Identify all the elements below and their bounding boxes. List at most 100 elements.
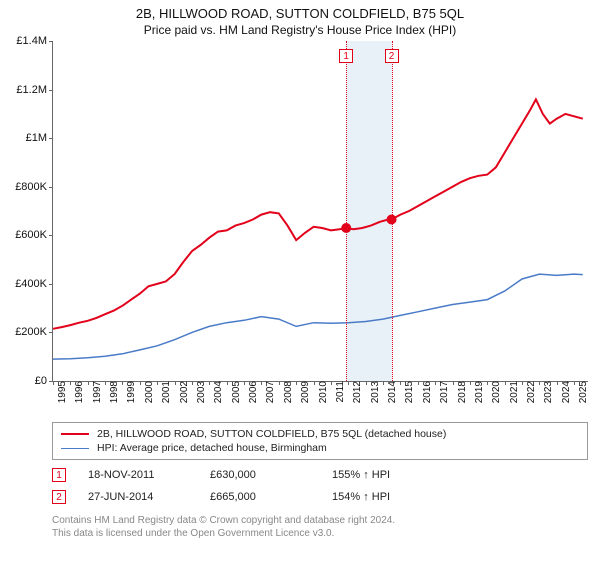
sale-vs-hpi: 154% ↑ HPI: [332, 491, 432, 503]
x-axis-tick-label: 2014: [383, 381, 398, 403]
x-axis-tick: [88, 381, 89, 385]
sale-vs-hpi: 155% ↑ HPI: [332, 469, 432, 481]
x-axis-tick-label: 1996: [70, 381, 85, 403]
y-axis-tick: [49, 187, 53, 188]
x-axis-tick-label: 2019: [470, 381, 485, 403]
y-axis-tick: [49, 235, 53, 236]
x-axis-tick: [366, 381, 367, 385]
legend-swatch: [61, 448, 89, 449]
x-axis-tick: [192, 381, 193, 385]
x-axis-tick: [505, 381, 506, 385]
x-axis-tick-label: 2020: [487, 381, 502, 403]
x-axis-tick-label: 2001: [157, 381, 172, 403]
x-axis-tick: [348, 381, 349, 385]
x-axis-tick-label: 2004: [209, 381, 224, 403]
x-axis-tick: [418, 381, 419, 385]
sale-marker-label-1: 1: [339, 49, 353, 63]
x-axis-tick-label: 2011: [331, 381, 346, 403]
y-axis-tick-label: £1.2M: [16, 84, 53, 96]
y-axis-tick: [49, 332, 53, 333]
y-axis-tick-label: £800K: [15, 181, 53, 193]
sale-price: £665,000: [210, 491, 310, 503]
x-axis-tick: [470, 381, 471, 385]
x-axis-tick: [314, 381, 315, 385]
y-axis-tick: [49, 284, 53, 285]
x-axis-tick-label: 2016: [418, 381, 433, 403]
legend-swatch: [61, 433, 89, 435]
footnote: Contains HM Land Registry data © Crown c…: [52, 514, 588, 540]
x-axis-tick: [140, 381, 141, 385]
y-axis-tick-label: £400K: [15, 278, 53, 290]
x-axis-tick: [574, 381, 575, 385]
sale-price: £630,000: [210, 469, 310, 481]
footnote-line1: Contains HM Land Registry data © Crown c…: [52, 514, 588, 527]
x-axis-tick-label: 2003: [192, 381, 207, 403]
x-axis-tick-label: 2000: [140, 381, 155, 403]
x-axis-tick-label: 2025: [574, 381, 589, 403]
x-axis-tick-label: 2018: [453, 381, 468, 403]
x-axis-tick-label: 2017: [435, 381, 450, 403]
x-axis-tick: [539, 381, 540, 385]
x-axis-tick: [487, 381, 488, 385]
x-axis-tick: [453, 381, 454, 385]
footnote-line2: This data is licensed under the Open Gov…: [52, 527, 588, 540]
x-axis-tick: [522, 381, 523, 385]
x-axis-tick-label: 2005: [227, 381, 242, 403]
x-axis-tick-label: 2015: [400, 381, 415, 403]
legend-item: 2B, HILLWOOD ROAD, SUTTON COLDFIELD, B75…: [61, 427, 579, 441]
x-axis-tick: [383, 381, 384, 385]
legend-box: 2B, HILLWOOD ROAD, SUTTON COLDFIELD, B75…: [52, 422, 588, 460]
sale-row-1: 118-NOV-2011£630,000155% ↑ HPI: [52, 468, 588, 482]
x-axis-tick-label: 2002: [175, 381, 190, 403]
chart-plot-area: 12£0£200K£400K£600K£800K£1M£1.2M£1.4M199…: [52, 41, 588, 382]
sale-marker-label-2: 2: [385, 49, 399, 63]
x-axis-tick-label: 2007: [261, 381, 276, 403]
x-axis-tick: [400, 381, 401, 385]
x-axis-tick-label: 2012: [348, 381, 363, 403]
x-axis-tick-label: 2006: [244, 381, 259, 403]
x-axis-tick-label: 1999: [122, 381, 137, 403]
x-axis-tick-label: 2024: [557, 381, 572, 403]
y-axis-tick: [49, 138, 53, 139]
y-axis-tick-label: £200K: [15, 326, 53, 338]
x-axis-tick-label: 2010: [314, 381, 329, 403]
sale-vline-2: [392, 41, 393, 381]
x-axis-tick: [331, 381, 332, 385]
chart-lines-svg: [53, 41, 588, 381]
x-axis-tick: [261, 381, 262, 385]
x-axis-tick-label: 1997: [88, 381, 103, 403]
x-axis-tick-label: 2021: [505, 381, 520, 403]
sales-list: 118-NOV-2011£630,000155% ↑ HPI227-JUN-20…: [0, 468, 600, 504]
x-axis-tick: [296, 381, 297, 385]
x-axis-tick: [105, 381, 106, 385]
chart-subtitle: Price paid vs. HM Land Registry's House …: [0, 23, 600, 37]
x-axis-tick: [557, 381, 558, 385]
sale-vline-1: [346, 41, 347, 381]
y-axis-tick-label: £1.4M: [16, 35, 53, 47]
x-axis-tick: [227, 381, 228, 385]
sale-row-2: 227-JUN-2014£665,000154% ↑ HPI: [52, 490, 588, 504]
y-axis-tick: [49, 41, 53, 42]
series-line-property_price: [53, 99, 583, 328]
legend-item: HPI: Average price, detached house, Birm…: [61, 441, 579, 455]
sale-date: 18-NOV-2011: [88, 469, 188, 481]
y-axis-tick-label: £600K: [15, 229, 53, 241]
legend-label: HPI: Average price, detached house, Birm…: [97, 442, 327, 454]
sale-date: 27-JUN-2014: [88, 491, 188, 503]
legend-label: 2B, HILLWOOD ROAD, SUTTON COLDFIELD, B75…: [97, 428, 446, 440]
x-axis-tick-label: 2009: [296, 381, 311, 403]
x-axis-tick: [279, 381, 280, 385]
x-axis-tick-label: 2022: [522, 381, 537, 403]
x-axis-tick-label: 1995: [53, 381, 68, 403]
x-axis-tick: [244, 381, 245, 385]
x-axis-tick: [122, 381, 123, 385]
x-axis-tick: [157, 381, 158, 385]
x-axis-tick: [53, 381, 54, 385]
x-axis-tick-label: 2013: [366, 381, 381, 403]
chart-title: 2B, HILLWOOD ROAD, SUTTON COLDFIELD, B75…: [0, 6, 600, 21]
x-axis-tick: [70, 381, 71, 385]
y-axis-tick: [49, 90, 53, 91]
x-axis-tick-label: 2008: [279, 381, 294, 403]
x-axis-tick: [435, 381, 436, 385]
x-axis-tick-label: 2023: [539, 381, 554, 403]
